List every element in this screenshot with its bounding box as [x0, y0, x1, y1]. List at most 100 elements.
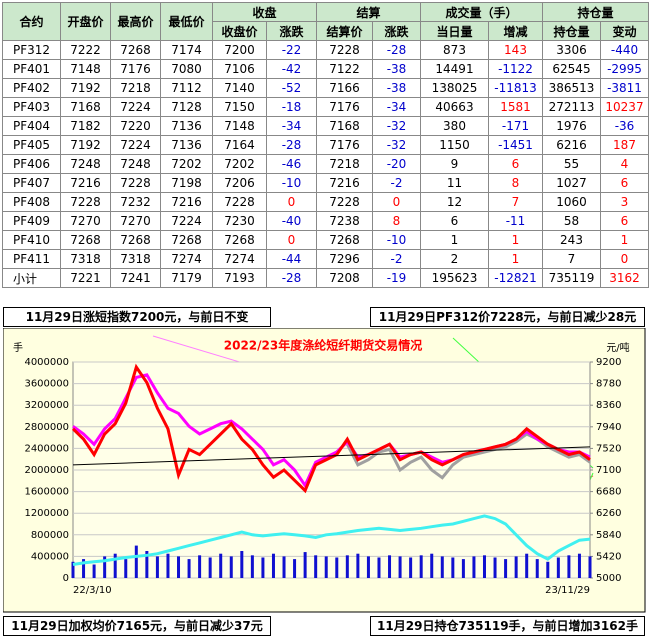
volume-bar	[472, 556, 476, 578]
cell: -34	[266, 116, 317, 136]
cell: 62545	[542, 59, 601, 79]
cell: 7128	[160, 97, 213, 117]
cell: -22	[266, 40, 317, 60]
volume-bar	[92, 564, 96, 578]
cell: 7318	[60, 249, 111, 269]
data-row: PF408 7228 7232 7216 7228 0 7228 0 12 7 1060 3	[2, 192, 649, 212]
cell: 1	[420, 230, 489, 250]
cell: 3	[600, 192, 649, 212]
cell: 4	[600, 154, 649, 174]
volume-bar	[388, 555, 392, 578]
cell: -44	[266, 249, 317, 269]
cell: 小计	[2, 268, 61, 288]
cell: -1122	[488, 59, 543, 79]
cell: 7228	[316, 192, 373, 212]
cell: 7270	[60, 211, 111, 231]
y-axis-label: 手	[13, 341, 23, 354]
y-tick-label: 3600000	[24, 379, 69, 390]
data-row: PF406 7248 7248 7202 7202 -46 7218 -20 9 6 55 4	[2, 154, 649, 174]
cell: -11	[488, 211, 543, 231]
y2-axis-label: 元/吨	[606, 341, 629, 354]
cell: 7268	[212, 230, 267, 250]
cell: 10237	[600, 97, 649, 117]
cell: 7200	[212, 40, 267, 60]
cell: 7228	[60, 192, 111, 212]
volume-bar	[303, 552, 307, 578]
cell: 7150	[212, 97, 267, 117]
volume-bar	[535, 559, 539, 578]
header-row: 合约 开盘价 最高价 最低价 收盘 结算 成交量（手） 持仓量	[2, 2, 649, 41]
y-tick-label: 1200000	[24, 508, 69, 519]
volume-bar	[345, 555, 349, 578]
cell: -2995	[600, 59, 649, 79]
cell: 7224	[110, 97, 161, 117]
data-row: PF410 7268 7268 7268 7268 0 7268 -10 1 1 243 1	[2, 230, 649, 250]
cell: 2	[420, 249, 489, 269]
volume-bar	[293, 559, 297, 578]
cell: 0	[372, 192, 421, 212]
y2-tick-label: 8780	[596, 379, 621, 390]
header-cell: 涨跌	[266, 21, 317, 41]
cell: -20	[372, 154, 421, 174]
cell: -10	[266, 173, 317, 193]
volume-bar	[271, 553, 275, 578]
cell: 187	[600, 135, 649, 155]
cell: 55	[542, 154, 601, 174]
y-tick-label: 800000	[31, 530, 69, 541]
cell: -1451	[488, 135, 543, 155]
data-row: PF312 7222 7268 7174 7200 -22 7228 -28 873 143 330…	[2, 40, 649, 60]
cell: PF407	[2, 173, 61, 193]
data-row: 小计 7221 7241 7179 7193 -28 7208 -19 195623 -12821…	[2, 268, 649, 288]
data-row: PF402 7192 7218 7112 7140 -52 7166 -38 138025 -11…	[2, 78, 649, 98]
cell: 873	[420, 40, 489, 60]
cell: 7216	[160, 192, 213, 212]
y-tick-label: 2000000	[24, 465, 69, 476]
cell: -32	[372, 135, 421, 155]
cell: 1581	[488, 97, 543, 117]
data-row: PF409 7270 7270 7224 7230 -40 7238 8 6 -11 58 6	[2, 211, 649, 231]
cell: 1	[488, 230, 543, 250]
volume-bar	[440, 556, 444, 578]
header-cell: 结算价	[316, 21, 373, 41]
y2-tick-label: 5420	[596, 551, 621, 562]
cell: 7230	[212, 211, 267, 231]
cell: 7176	[316, 97, 373, 117]
cell: 11	[420, 173, 489, 193]
volume-bar	[588, 556, 592, 578]
header-cell: 成交量（手）	[420, 2, 543, 22]
cell: 7268	[110, 230, 161, 250]
cell: 6	[600, 211, 649, 231]
cell: 7	[488, 192, 543, 212]
cell: -2	[372, 249, 421, 269]
header-cell: 最高价	[110, 2, 161, 41]
volume-bar	[166, 553, 170, 578]
y2-tick-label: 7100	[596, 465, 621, 476]
cell: 7296	[316, 249, 373, 269]
volume-bar	[493, 557, 497, 578]
cell: 7232	[110, 192, 161, 212]
cell: 7220	[110, 116, 161, 136]
header-cell: 收盘	[212, 2, 317, 22]
volume-bar	[377, 557, 381, 578]
cell: 7248	[110, 154, 161, 174]
cell: 7274	[212, 249, 267, 269]
data-row: PF411 7318 7318 7274 7274 -44 7296 -2 2 1 7 0	[2, 249, 649, 269]
cell: 7148	[60, 59, 111, 79]
volume-bar	[451, 557, 455, 578]
cell: 7224	[160, 211, 213, 231]
y-tick-label: 0	[63, 573, 69, 584]
cell: 1060	[542, 192, 601, 212]
cell: 7192	[60, 78, 111, 98]
header-cell: 开盘价	[60, 2, 111, 41]
cell: -18	[266, 97, 317, 117]
cell: PF411	[2, 249, 61, 269]
cell: 7112	[160, 78, 213, 98]
series-line	[345, 432, 591, 480]
cell: -38	[372, 59, 421, 79]
cell: 735119	[542, 268, 601, 288]
cell: 7216	[316, 173, 373, 193]
data-row: PF404 7182 7220 7136 7148 -34 7168 -32 380 -171 19…	[2, 116, 649, 136]
cell: 138025	[420, 78, 489, 98]
y-tick-label: 4000000	[24, 357, 69, 368]
cell: 7208	[316, 268, 373, 288]
